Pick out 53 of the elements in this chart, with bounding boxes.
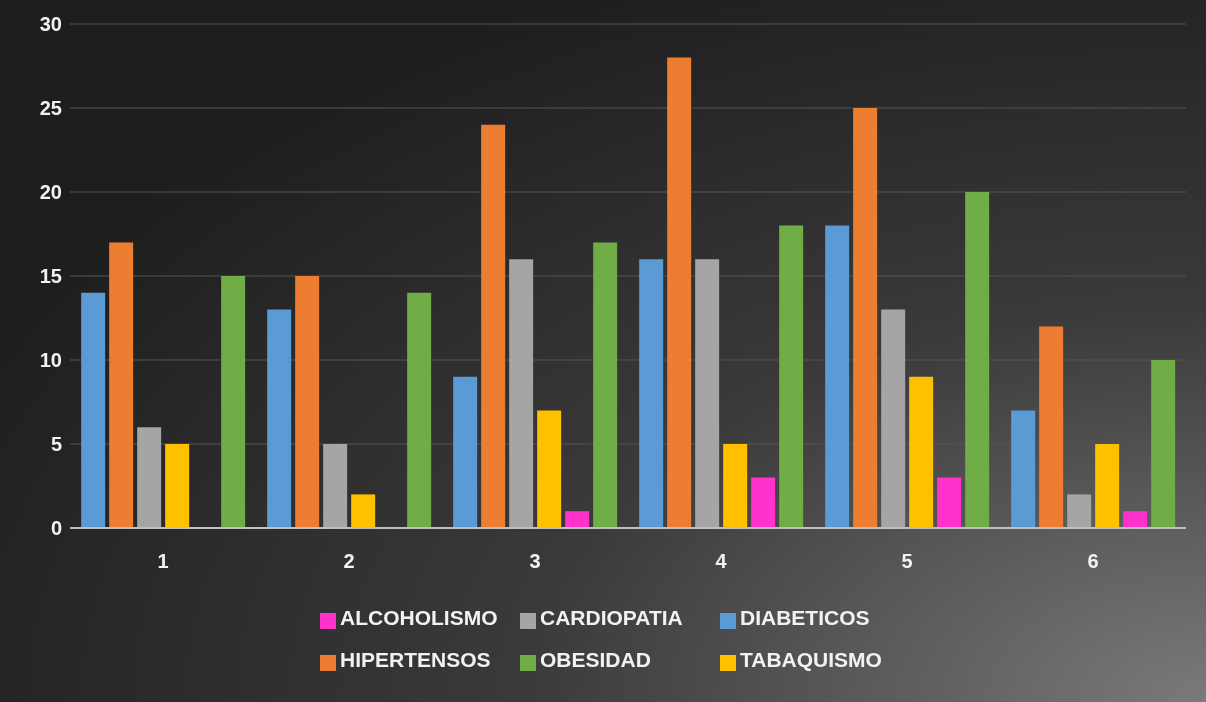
legend-label: HIPERTENSOS xyxy=(340,647,492,673)
bar xyxy=(537,410,562,528)
bar xyxy=(81,292,106,528)
bar xyxy=(779,225,804,528)
bar xyxy=(1151,360,1176,528)
bar xyxy=(593,242,618,528)
y-tick-label: 15 xyxy=(39,265,62,288)
bar xyxy=(1039,326,1064,528)
legend-label: OBESIDAD xyxy=(540,647,652,673)
bar xyxy=(881,309,906,528)
x-tick-label: 6 xyxy=(1087,550,1099,573)
bar xyxy=(221,276,246,528)
legend-label: CARDIOPATIA xyxy=(540,605,684,631)
y-tick-label: 10 xyxy=(39,349,62,372)
bar xyxy=(1011,410,1036,528)
y-tick-label: 5 xyxy=(50,433,62,456)
bar xyxy=(295,276,320,528)
y-tick-label: 30 xyxy=(39,13,62,36)
legend-label: ALCOHOLISMO xyxy=(340,605,499,631)
bar xyxy=(965,192,990,528)
bar xyxy=(639,259,664,528)
bar xyxy=(407,292,432,528)
bar xyxy=(351,494,376,528)
y-tick-label: 20 xyxy=(39,181,62,204)
bar xyxy=(109,242,134,528)
x-tick-label: 2 xyxy=(343,550,355,573)
x-tick-label: 1 xyxy=(157,550,169,573)
bar xyxy=(267,309,292,528)
bar xyxy=(723,444,748,528)
bar xyxy=(565,511,590,528)
x-tick-label: 4 xyxy=(715,550,728,573)
bar xyxy=(453,376,478,528)
bar xyxy=(165,444,190,528)
bar xyxy=(909,376,934,528)
legend-label: TABAQUISMO xyxy=(740,647,883,673)
bar xyxy=(825,225,850,528)
y-tick-label: 0 xyxy=(50,517,62,540)
bar xyxy=(751,477,776,528)
bar xyxy=(1067,494,1092,528)
bar xyxy=(323,444,348,528)
bar xyxy=(481,124,506,528)
x-tick-label: 3 xyxy=(529,550,541,573)
bar xyxy=(1095,444,1120,528)
bar xyxy=(137,427,162,528)
bar xyxy=(667,57,692,528)
bar xyxy=(695,259,720,528)
y-tick-label: 25 xyxy=(39,97,62,120)
x-tick-label: 5 xyxy=(901,550,913,573)
legend-label: DIABETICOS xyxy=(740,605,871,631)
bar xyxy=(509,259,534,528)
bar xyxy=(853,108,878,528)
bar xyxy=(1123,511,1148,528)
bar xyxy=(937,477,962,528)
